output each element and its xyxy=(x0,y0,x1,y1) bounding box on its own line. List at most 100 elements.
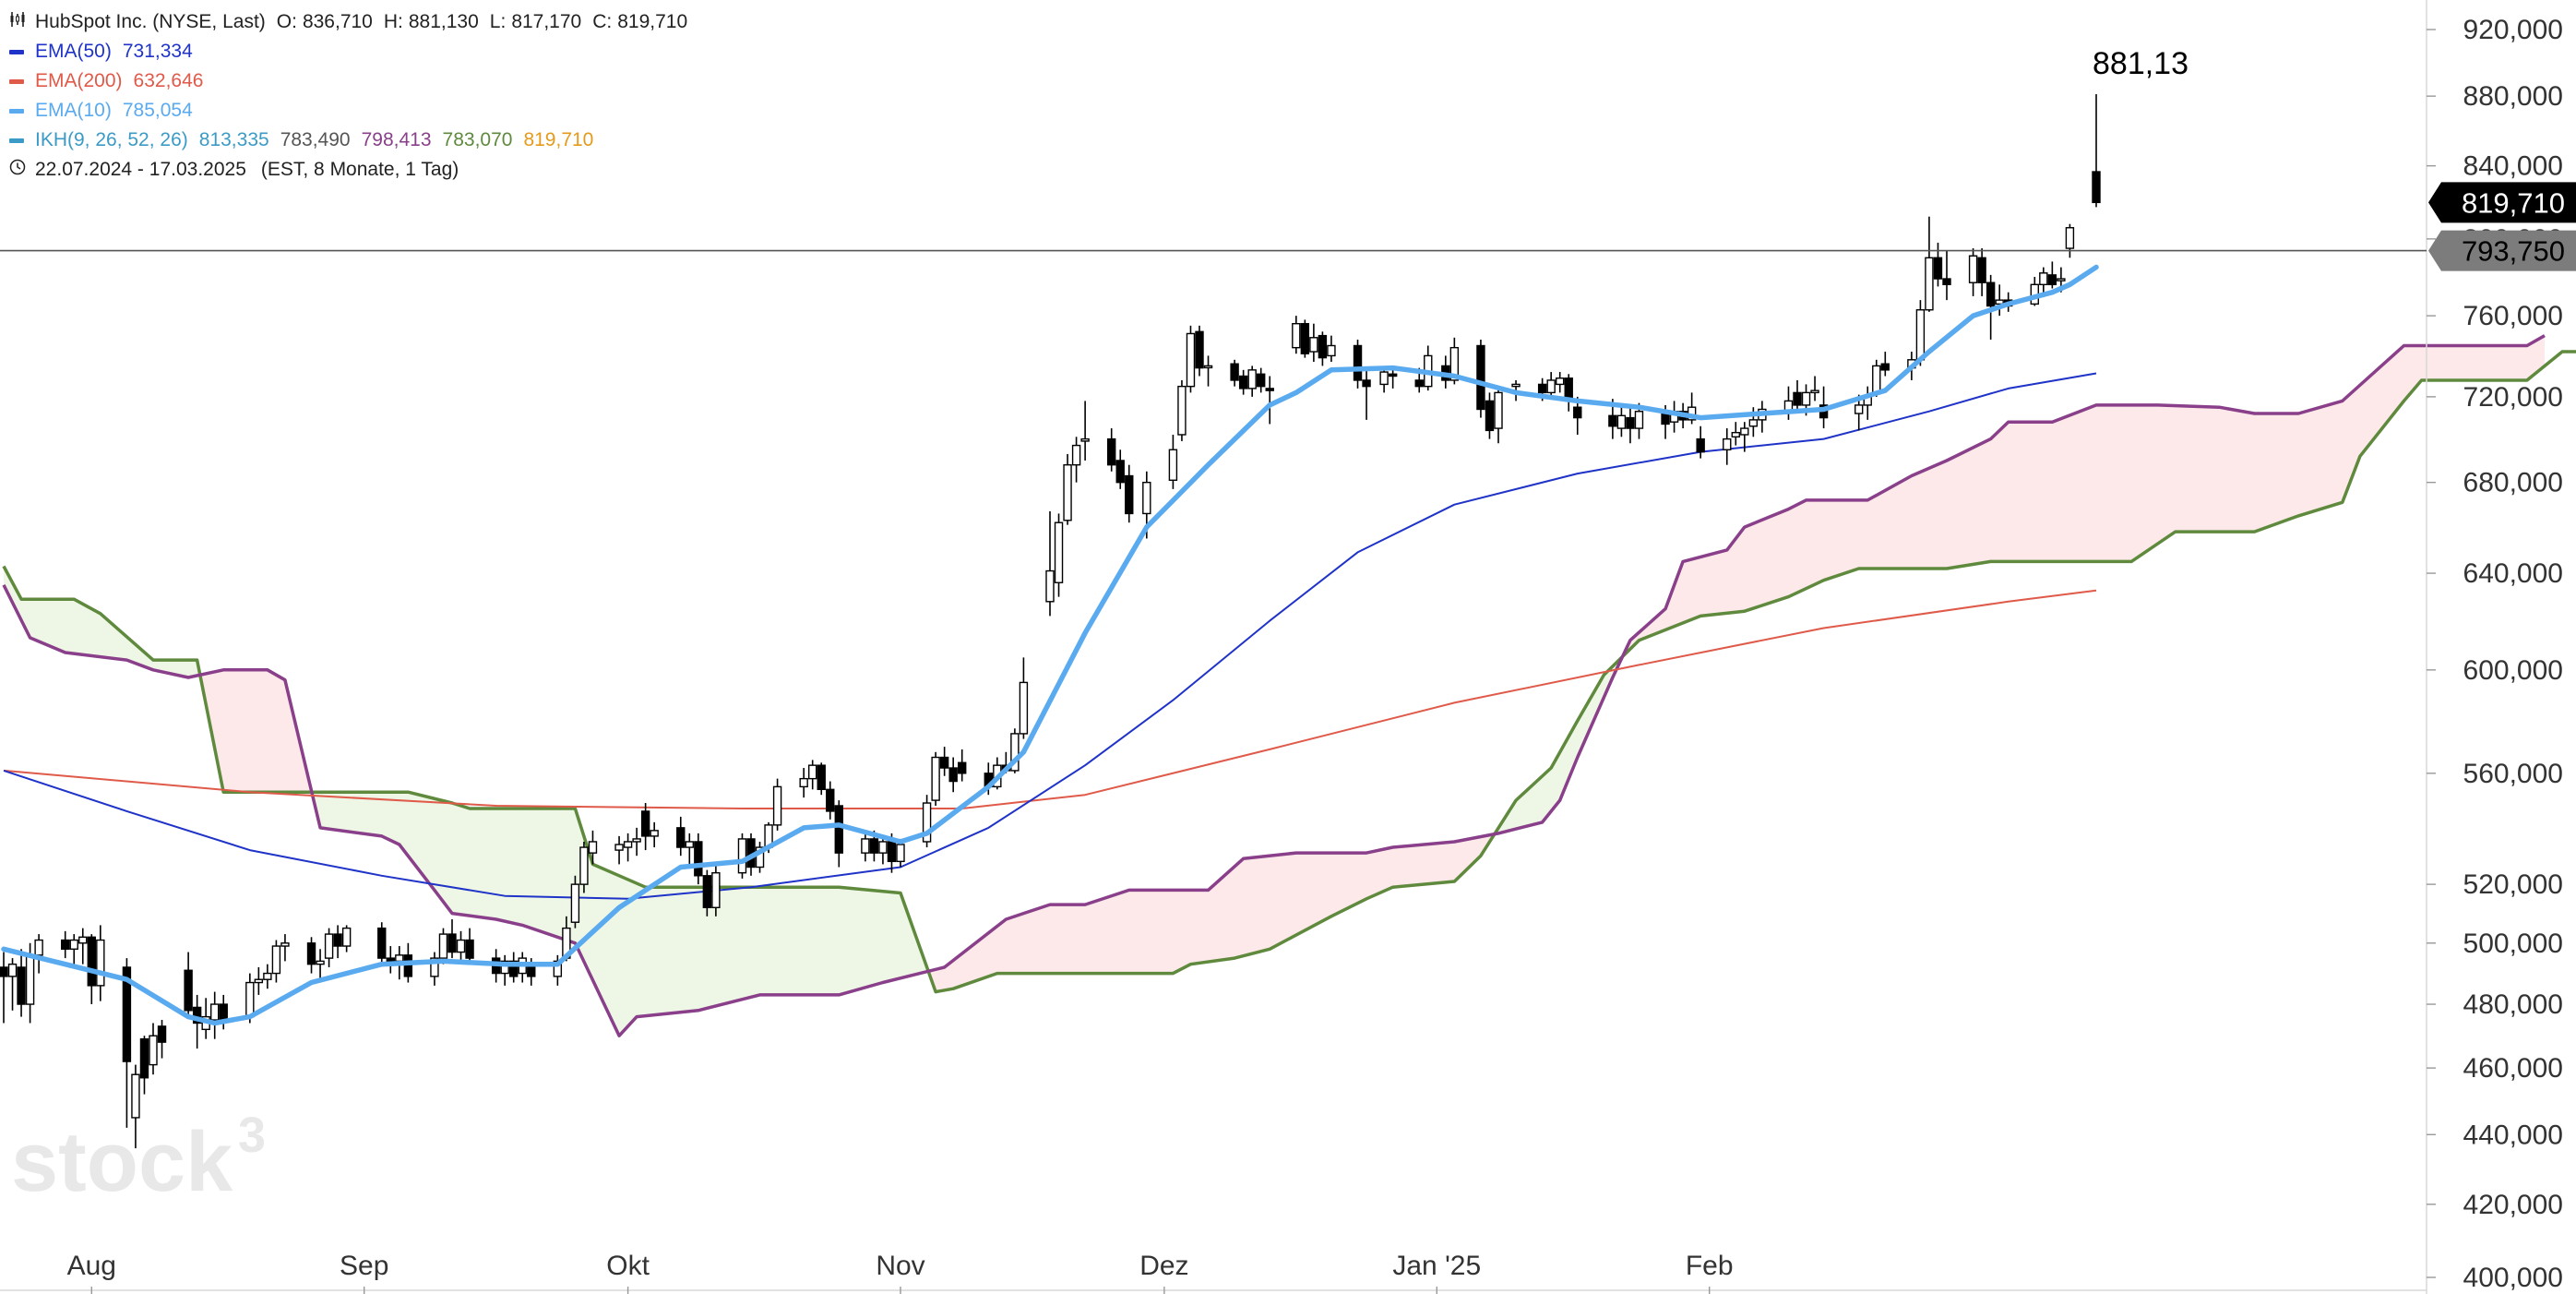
ema10-swatch xyxy=(9,108,24,114)
candle-body xyxy=(737,838,747,874)
candle xyxy=(799,768,808,798)
candle xyxy=(386,946,395,974)
legend-ema10[interactable]: EMA(10) 785,054 xyxy=(9,96,687,126)
candle-body xyxy=(1071,444,1081,466)
candle xyxy=(456,930,466,965)
candle-body xyxy=(869,838,879,854)
candle xyxy=(640,803,650,851)
candle-body xyxy=(341,927,352,947)
candle xyxy=(808,760,817,790)
candle xyxy=(772,778,782,831)
candle xyxy=(1564,374,1573,412)
candle-body xyxy=(834,805,843,854)
candle xyxy=(1327,335,1336,363)
legend-ema200[interactable]: EMA(200) 632,646 xyxy=(9,66,687,96)
candle xyxy=(588,830,598,865)
candle-body xyxy=(1986,282,1996,307)
price-tick-label: 840,000 xyxy=(2463,151,2563,182)
ema200-label: EMA(200) xyxy=(35,70,123,91)
candle-body xyxy=(808,764,817,780)
price-tick-label: 400,000 xyxy=(2463,1263,2563,1293)
chart-annotations: 881,13 793,750 819,710 xyxy=(0,46,2576,271)
candle-body xyxy=(1626,416,1635,429)
candle-body xyxy=(755,846,765,869)
candle xyxy=(1168,434,1178,489)
candle xyxy=(737,833,747,879)
candle xyxy=(1238,369,1248,395)
candle-body xyxy=(403,954,413,977)
candle xyxy=(1125,464,1134,523)
candle-body xyxy=(131,1073,140,1119)
candle-body xyxy=(2065,227,2075,249)
candle-body xyxy=(316,960,325,965)
candle xyxy=(7,958,18,1011)
candle-body xyxy=(1238,375,1248,389)
candle xyxy=(61,930,70,959)
ema200-line xyxy=(3,589,2097,809)
candle xyxy=(1933,242,1943,287)
candle-body xyxy=(245,981,255,1018)
candle xyxy=(1019,657,1029,739)
candle xyxy=(78,928,88,965)
candle xyxy=(316,949,325,983)
candle xyxy=(192,994,202,1049)
candle xyxy=(614,835,624,865)
candle-body xyxy=(1142,481,1151,515)
chart-legend: HubSpot Inc. (NYSE, Last) O: 836,710 H: 88… xyxy=(9,7,687,185)
legend-ema50[interactable]: EMA(50) 731,334 xyxy=(9,37,687,66)
candle xyxy=(958,749,967,782)
price-tick-label: 500,000 xyxy=(2463,929,2563,959)
low-label: L: xyxy=(489,11,507,32)
senkou-a-line xyxy=(2,334,2546,1037)
cloud-segment-3 xyxy=(926,833,1495,992)
symbol-title[interactable]: HubSpot Inc. (NYSE, Last) xyxy=(35,11,266,32)
candle-body xyxy=(1485,400,1495,432)
ichimoku-label: IKH(9, 26, 52, 26) xyxy=(35,129,188,150)
candle xyxy=(518,952,527,983)
close-value: 819,710 xyxy=(617,11,688,32)
candle xyxy=(34,934,43,974)
candle xyxy=(623,833,633,862)
candle-body xyxy=(438,933,448,959)
price-tick-label: 420,000 xyxy=(2463,1190,2563,1220)
candle-body xyxy=(939,756,949,769)
candle-body xyxy=(210,1003,220,1021)
candle-body xyxy=(896,844,905,863)
candle-body xyxy=(1177,385,1187,436)
candle-body xyxy=(694,841,703,877)
candle-body xyxy=(17,966,26,1005)
candle-body xyxy=(1696,437,1705,453)
candle xyxy=(861,833,870,862)
ichimoku-cloud xyxy=(2,334,2576,1037)
symbol-header: HubSpot Inc. (NYSE, Last) O: 836,710 H: 88… xyxy=(9,7,687,37)
candle-body xyxy=(1080,437,1090,442)
candle-body xyxy=(887,841,897,863)
candle-body xyxy=(1616,414,1627,429)
candle-body xyxy=(931,756,940,801)
candle-body xyxy=(1318,334,1328,359)
candle-body xyxy=(1731,431,1740,437)
candle-body xyxy=(1230,363,1239,381)
candle xyxy=(1186,325,1196,393)
candle xyxy=(711,864,721,917)
candle-body xyxy=(386,957,395,963)
cloud-segment-0 xyxy=(4,566,197,677)
candle xyxy=(500,954,509,986)
candle-body xyxy=(817,764,826,791)
candle xyxy=(834,800,843,868)
candle-body xyxy=(958,761,967,774)
candle-body xyxy=(2057,278,2066,282)
candle xyxy=(324,928,334,967)
legend-ichimoku[interactable]: IKH(9, 26, 52, 26) 813,335 783,490 798,4… xyxy=(9,126,687,155)
candle-body xyxy=(711,871,721,908)
candle-body xyxy=(650,830,659,837)
candle-body xyxy=(333,933,342,947)
candle-body xyxy=(2092,171,2101,204)
candle-body xyxy=(588,841,598,854)
candle-body xyxy=(878,841,888,854)
indicator-lines xyxy=(3,372,2097,900)
candle xyxy=(1247,365,1257,397)
candle xyxy=(1424,345,1433,391)
ichimoku-kijun-value: 783,490 xyxy=(280,129,351,150)
